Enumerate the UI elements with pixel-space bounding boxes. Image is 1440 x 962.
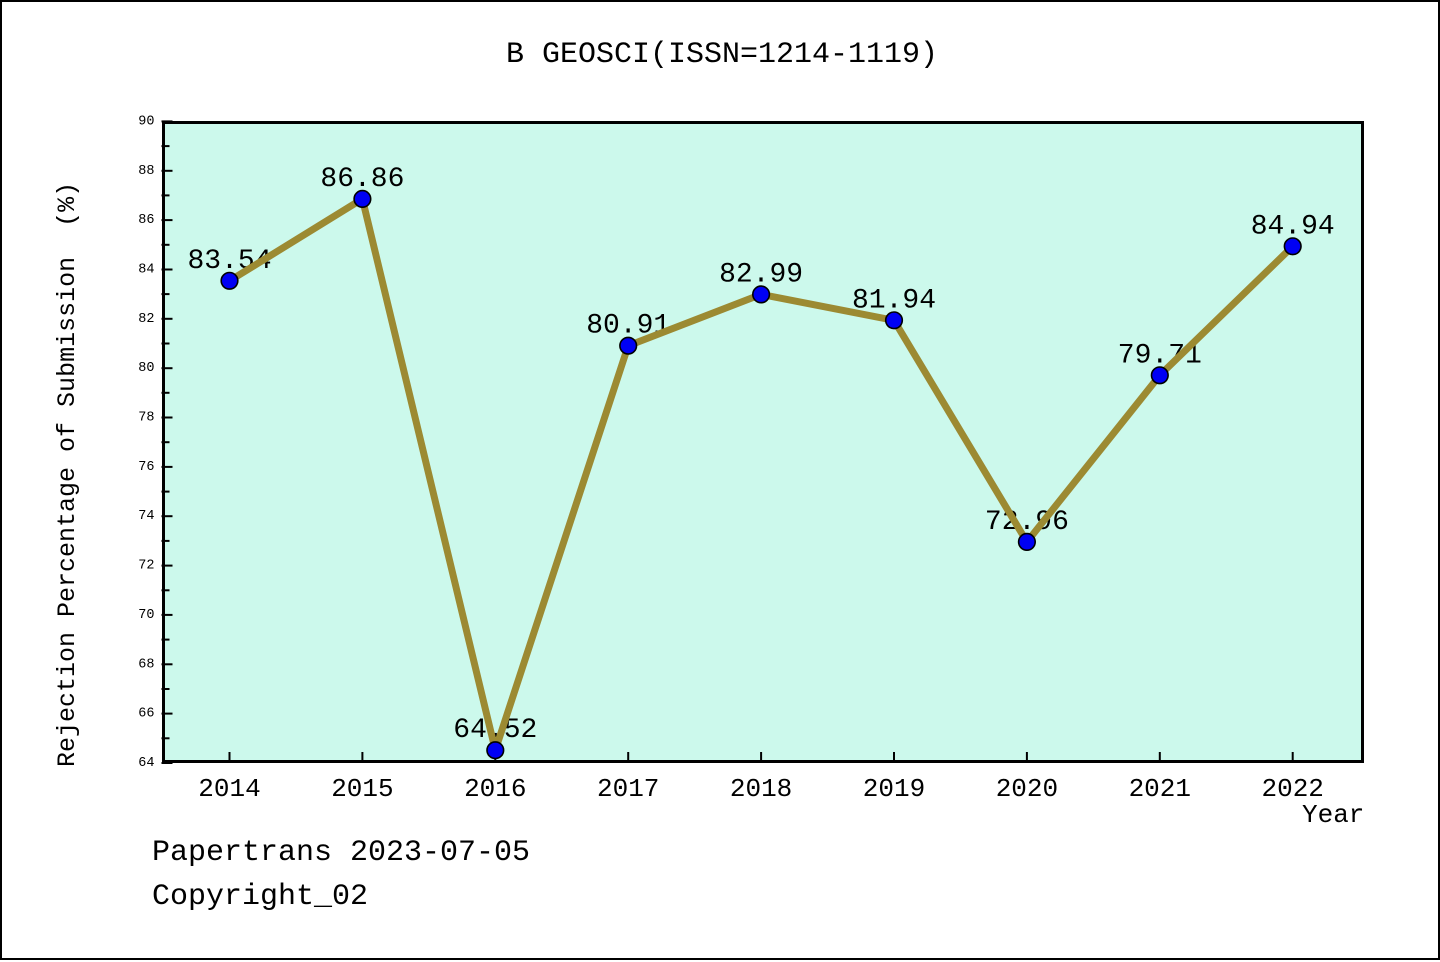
svg-text:78: 78 <box>138 411 154 426</box>
svg-text:2017: 2017 <box>597 774 659 804</box>
svg-text:2016: 2016 <box>464 774 526 804</box>
svg-text:82: 82 <box>138 312 154 327</box>
svg-text:88: 88 <box>138 164 154 179</box>
svg-text:70: 70 <box>138 608 154 623</box>
svg-text:64: 64 <box>138 756 154 771</box>
svg-text:90: 90 <box>138 114 154 129</box>
svg-text:86: 86 <box>138 213 154 228</box>
svg-text:84: 84 <box>138 263 154 278</box>
svg-text:72: 72 <box>138 559 154 574</box>
svg-text:2019: 2019 <box>863 774 925 804</box>
svg-text:74: 74 <box>138 509 154 524</box>
svg-text:2014: 2014 <box>198 774 260 804</box>
svg-text:80: 80 <box>138 361 154 376</box>
svg-text:2020: 2020 <box>996 774 1058 804</box>
svg-text:68: 68 <box>138 657 154 672</box>
svg-text:2015: 2015 <box>331 774 393 804</box>
svg-text:2018: 2018 <box>730 774 792 804</box>
svg-text:66: 66 <box>138 707 154 722</box>
svg-text:2021: 2021 <box>1129 774 1191 804</box>
svg-text:76: 76 <box>138 460 154 475</box>
